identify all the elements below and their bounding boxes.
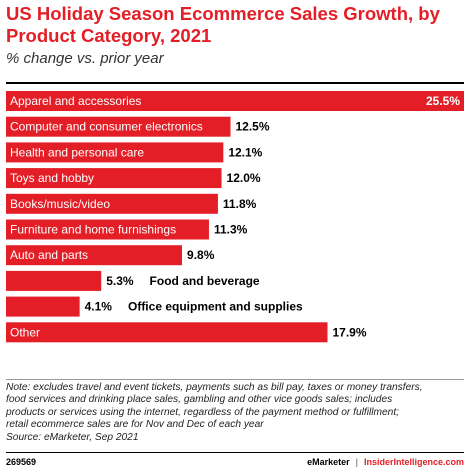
note-line: products or services using the internet,…	[6, 406, 399, 418]
bar-books-music-video	[6, 193, 218, 214]
value-label-books-music-video: 11.8%	[223, 197, 257, 211]
category-label-health-and-personal-care: Health and personal care	[10, 145, 144, 159]
category-label-auto-and-parts: Auto and parts	[10, 248, 88, 262]
note-line: Note: excludes travel and event tickets,…	[6, 382, 423, 393]
note-line: retail ecommerce sales are for Nov and D…	[6, 419, 264, 431]
brand-separator: |	[355, 457, 358, 467]
category-label-furniture-and-home-furnishings: Furniture and home furnishings	[10, 223, 176, 237]
bar-food-and-beverage	[6, 270, 102, 291]
note-divider	[6, 379, 464, 380]
value-label-other: 17.9%	[332, 325, 366, 339]
bar-furniture-and-home-furnishings	[6, 219, 209, 240]
bar-office-equipment-and-supplies	[6, 296, 80, 317]
value-label-auto-and-parts: 9.8%	[187, 248, 215, 262]
bar-auto-and-parts	[6, 245, 183, 266]
chart-id: 269569	[6, 457, 37, 467]
footer-divider	[6, 452, 464, 453]
value-label-office-equipment-and-supplies: 4.1%	[85, 300, 113, 314]
category-label-food-and-beverage: Food and beverage	[150, 274, 260, 288]
value-label-food-and-beverage: 5.3%	[106, 274, 134, 288]
value-label-health-and-personal-care: 12.1%	[228, 145, 262, 159]
brand: eMarketer | InsiderIntelligence.com	[307, 456, 464, 468]
value-label-computer-and-consumer-electronics: 12.5%	[236, 120, 270, 134]
chart-note: Note: excludes travel and event tickets,…	[6, 382, 464, 444]
note-line: food services and drinking place sales, …	[6, 394, 393, 406]
value-label-apparel-and-accessories: 25.5%	[426, 94, 460, 108]
source-line: Source: eMarketer, Sep 2021	[6, 431, 139, 443]
category-label-other: Other	[10, 325, 40, 339]
brand-emarketer: eMarketer	[307, 457, 350, 467]
bar-other	[6, 322, 328, 343]
category-label-apparel-and-accessories: Apparel and accessories	[10, 94, 141, 108]
category-label-toys-and-hobby: Toys and hobby	[10, 171, 94, 185]
top-divider	[6, 82, 464, 84]
category-label-office-equipment-and-supplies: Office equipment and supplies	[128, 300, 303, 314]
category-label-computer-and-consumer-electronics: Computer and consumer electronics	[10, 120, 203, 134]
bar-computer-and-consumer-electronics	[6, 116, 231, 137]
value-label-furniture-and-home-furnishings: 11.3%	[214, 223, 248, 237]
bar-chart: Apparel and accessories 25.5% Computer and…	[6, 91, 464, 343]
category-label-books-music-video: Books/music/video	[10, 197, 110, 211]
bar-health-and-personal-care	[6, 142, 224, 163]
chart-title: US Holiday Season Ecommerce Sales Growth…	[6, 3, 440, 46]
bar-apparel-and-accessories	[6, 91, 464, 111]
bar-toys-and-hobby	[6, 168, 222, 189]
chart-subtitle: % change vs. prior year	[6, 50, 164, 67]
value-label-toys-and-hobby: 12.0%	[227, 171, 261, 185]
brand-insider-intelligence: InsiderIntelligence.com	[363, 457, 464, 467]
